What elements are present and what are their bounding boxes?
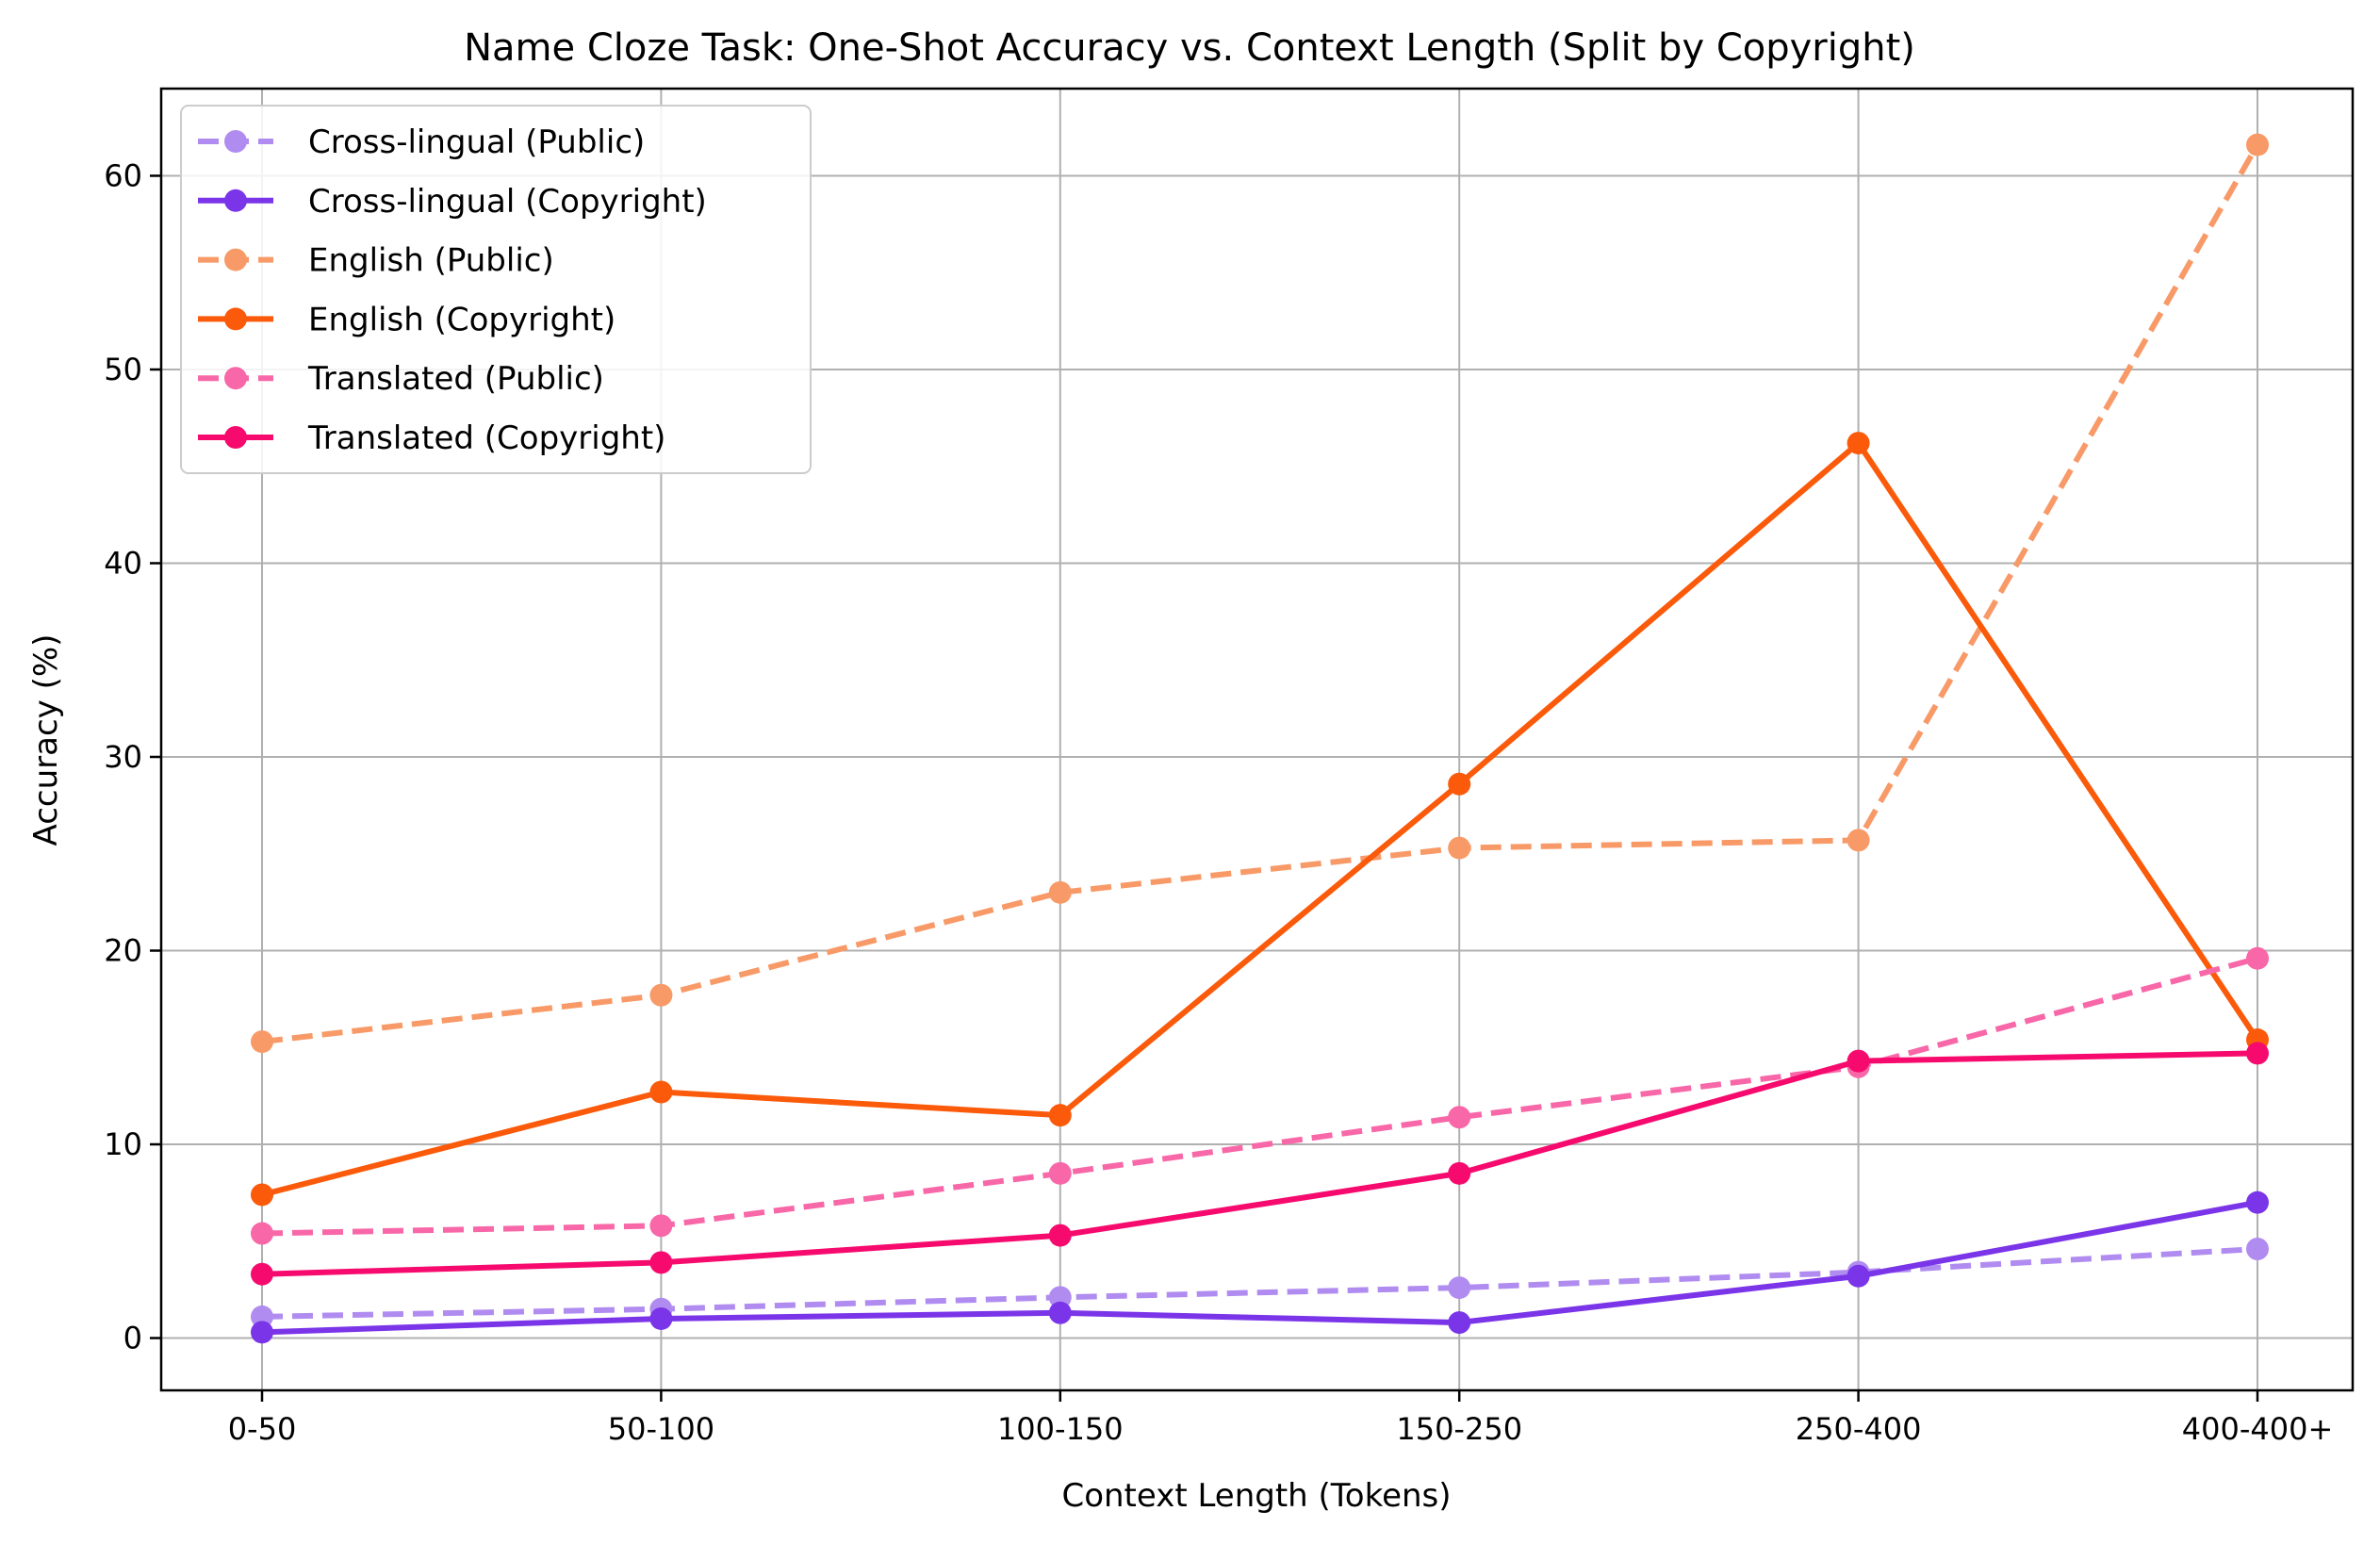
series-line: [261, 440, 2260, 1198]
x-tick-label: 50-100: [608, 1411, 714, 1447]
data-point: [1448, 1161, 1471, 1185]
data-point: [649, 1251, 673, 1274]
data-point: [1847, 1264, 1870, 1288]
data-point: [1048, 880, 1072, 904]
legend-label: Cross-lingual (Copyright): [308, 183, 707, 221]
chart-title: Name Cloze Task: One-Shot Accuracy vs. C…: [464, 26, 1915, 70]
data-point: [2246, 946, 2269, 970]
legend-marker: [224, 189, 247, 212]
data-point: [1048, 1301, 1072, 1324]
legend-label: Cross-lingual (Public): [308, 123, 645, 161]
x-tick-label: 0-50: [228, 1411, 297, 1447]
data-point: [251, 1183, 273, 1207]
series-line: [261, 1050, 2258, 1277]
series-4: [251, 432, 2269, 1207]
series-layer: [251, 133, 2269, 1344]
data-point: [251, 1262, 273, 1286]
y-tick-label: 40: [104, 545, 142, 581]
x-tick-label: 150-250: [1396, 1411, 1522, 1447]
legend-entry: English (Copyright): [198, 301, 616, 338]
data-point: [1048, 1104, 1072, 1127]
data-point: [1448, 772, 1471, 796]
legend-label: English (Public): [308, 242, 554, 280]
data-point: [251, 1222, 273, 1245]
data-point: [251, 1030, 273, 1054]
data-point: [1847, 432, 1870, 455]
series-line: [261, 143, 2260, 1045]
data-point: [2246, 133, 2269, 156]
legend-label: Translated (Public): [307, 360, 604, 398]
series-line: [261, 1245, 2258, 1320]
legend-entry: Translated (Copyright): [198, 419, 665, 457]
data-point: [251, 1321, 273, 1344]
legend-entry: Cross-lingual (Public): [198, 123, 645, 161]
x-axis-label: Context Length (Tokens): [1061, 1477, 1451, 1515]
y-tick-label: 50: [104, 352, 142, 387]
y-tick-label: 20: [104, 933, 142, 969]
legend-entry: English (Public): [198, 242, 554, 280]
x-tick-label: 250-400: [1796, 1411, 1922, 1447]
y-axis-label: Accuracy (%): [27, 634, 65, 846]
data-point: [1048, 1161, 1072, 1185]
data-point: [1448, 1311, 1471, 1335]
data-point: [2246, 1191, 2269, 1214]
x-tick-label: 400-400+: [2182, 1411, 2334, 1447]
data-point: [1448, 1276, 1471, 1300]
series-6: [251, 1042, 2269, 1286]
x-tick-label: 100-150: [997, 1411, 1124, 1447]
y-axis: 0 10 20 30 40 50 60: [104, 157, 161, 1356]
data-point: [649, 1214, 673, 1238]
data-point: [2246, 1042, 2269, 1065]
series-line: [261, 1199, 2258, 1336]
legend-marker: [224, 367, 247, 390]
legend-entry: Translated (Public): [198, 360, 604, 398]
data-point: [1847, 1049, 1870, 1073]
y-tick-label: 0: [123, 1321, 142, 1356]
legend-marker: [224, 248, 247, 271]
y-tick-label: 10: [104, 1126, 142, 1162]
legend-label: Translated (Copyright): [307, 419, 665, 457]
plot-frame: [159, 87, 2355, 1392]
legend-marker: [224, 307, 247, 331]
legend-marker: [224, 130, 247, 153]
series-3: [251, 133, 2269, 1054]
data-point: [1847, 829, 1870, 852]
data-point: [649, 983, 673, 1007]
data-point: [1048, 1224, 1072, 1247]
series-5: [251, 946, 2269, 1245]
data-point: [2246, 1237, 2269, 1260]
legend: Cross-lingual (Public) Cross-lingual (Cop…: [180, 105, 812, 474]
data-point: [1048, 1286, 1072, 1309]
legend-entry: Cross-lingual (Copyright): [198, 183, 707, 221]
y-tick-label: 30: [104, 739, 142, 775]
series-line: [261, 955, 2258, 1237]
data-point: [649, 1080, 673, 1104]
y-tick-label: 60: [104, 157, 142, 193]
data-point: [1448, 836, 1471, 860]
data-point: [649, 1306, 673, 1330]
legend-label: English (Copyright): [308, 301, 616, 338]
x-axis: 0-50 50-100 100-150 150-250 250-400 400-400+: [228, 1390, 2334, 1447]
legend-marker: [224, 426, 247, 449]
data-point: [251, 1305, 273, 1328]
legend-box: [180, 105, 812, 474]
series-1: [251, 1237, 2269, 1328]
data-point: [1448, 1106, 1471, 1129]
series-2: [251, 1191, 2269, 1344]
